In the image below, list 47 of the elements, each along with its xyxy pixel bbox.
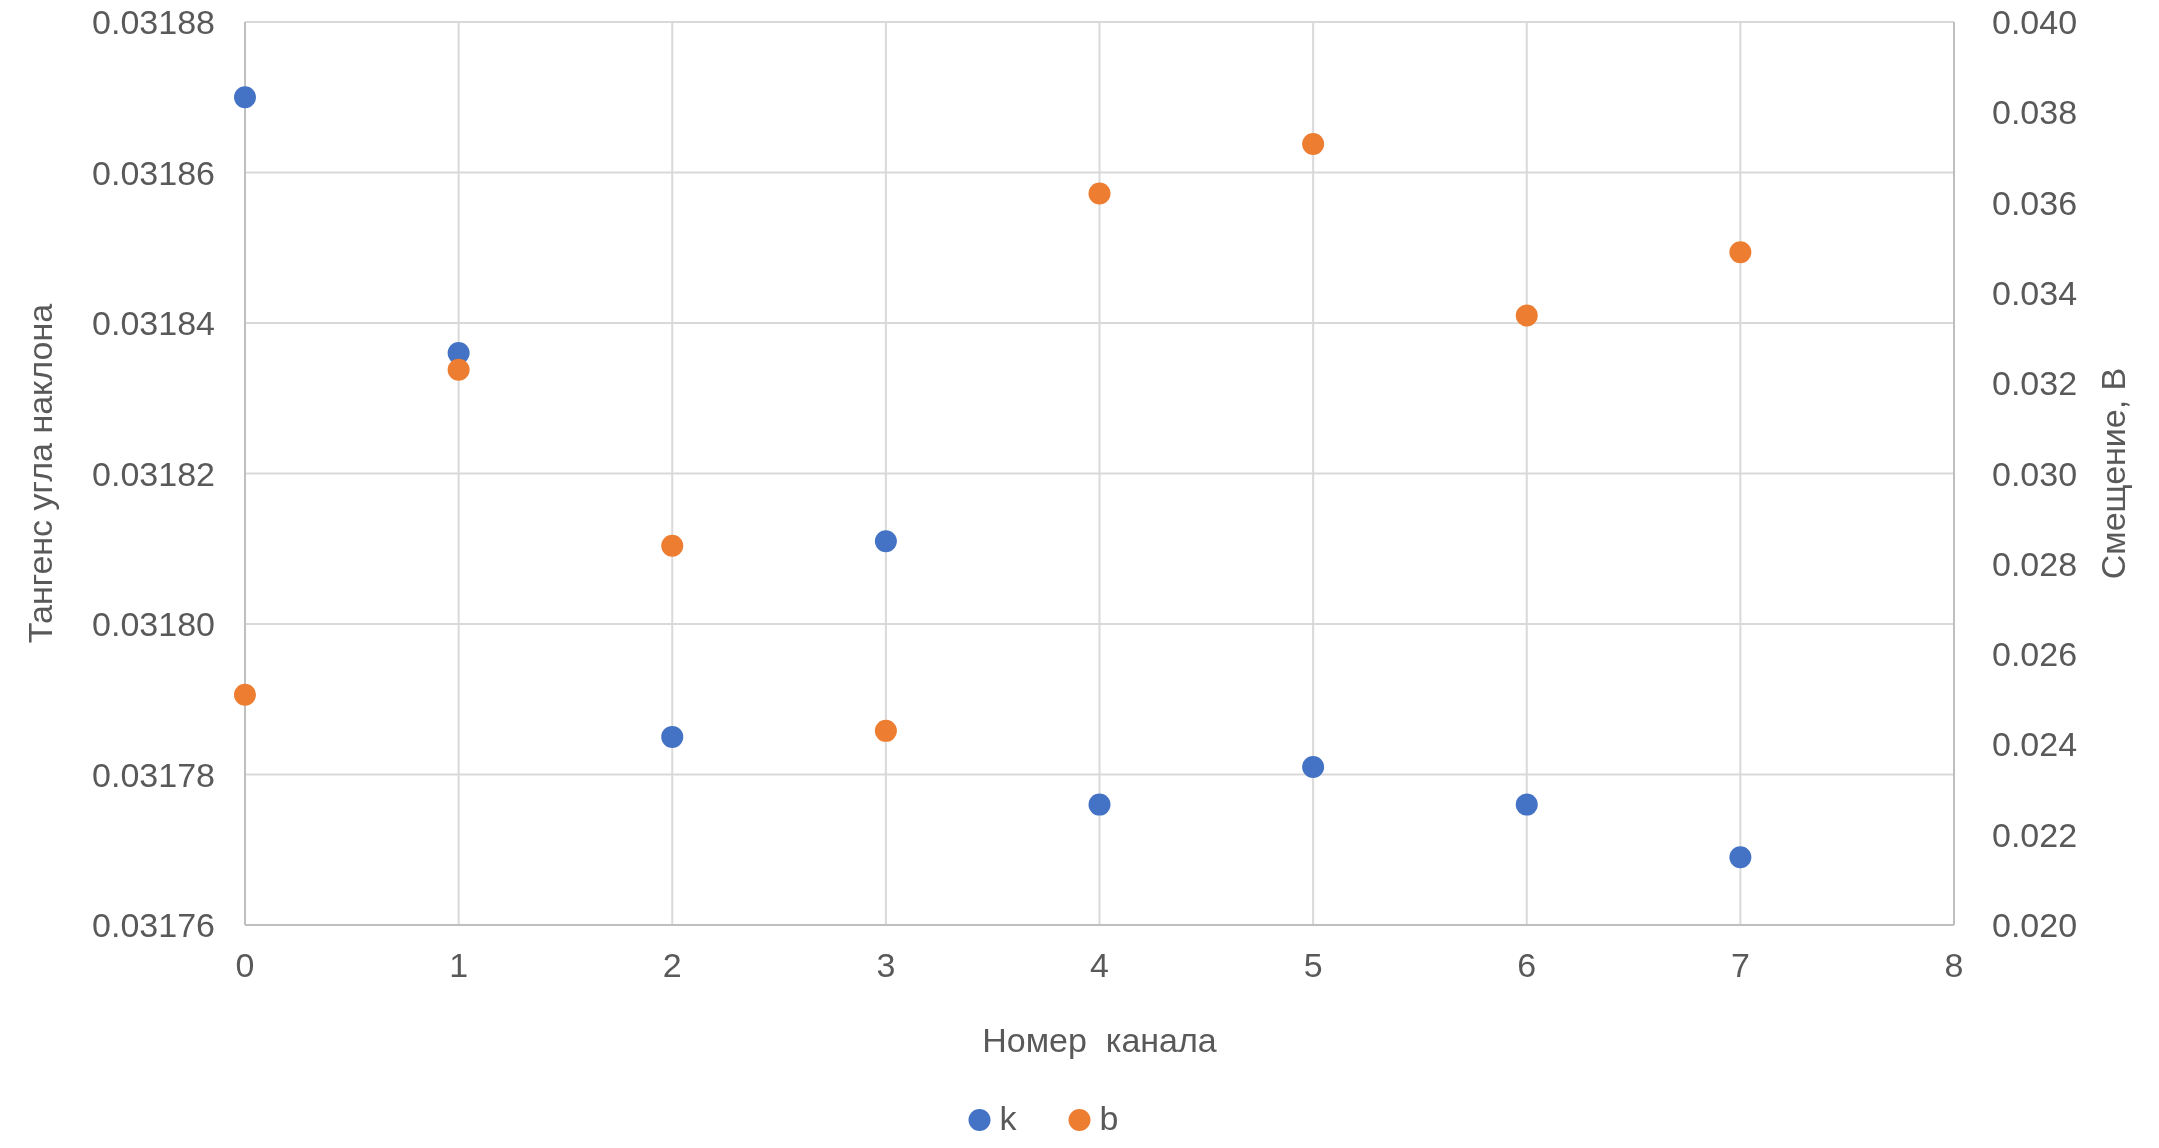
x-tick-label: 0 <box>235 946 255 984</box>
x-tick-label: 4 <box>1090 946 1109 984</box>
x-tick-label: 7 <box>1730 946 1750 984</box>
y2-tick-label: 0.024 <box>1992 725 2078 764</box>
y2-tick-label: 0.040 <box>1992 3 2078 41</box>
x-tick-label: 1 <box>449 946 469 984</box>
x-tick-label: 8 <box>1944 946 1964 984</box>
y2-tick-label: 0.034 <box>1992 273 2078 312</box>
point <box>1515 304 1538 327</box>
y-axis-title: Тангенс угла наклона <box>21 303 59 644</box>
point <box>1729 241 1752 264</box>
point <box>447 358 470 381</box>
x-tick-label: 6 <box>1517 946 1537 984</box>
point <box>1088 793 1111 816</box>
y-tick-label: 0.03180 <box>92 605 215 643</box>
point <box>1088 182 1111 205</box>
legend-label: k <box>999 1099 1018 1137</box>
y2-tick-label: 0.020 <box>1992 906 2078 944</box>
point <box>874 530 897 553</box>
y2-tick-label: 0.036 <box>1992 183 2078 222</box>
x-tick-label: 2 <box>662 946 682 984</box>
y-tick-label: 0.03182 <box>92 454 215 493</box>
x-tick-label: 3 <box>876 946 896 984</box>
point <box>1729 846 1752 869</box>
x-tick-label: 5 <box>1303 946 1323 984</box>
y-tick-label: 0.03186 <box>92 153 215 192</box>
x-axis-title: Номер канала <box>982 1021 1217 1059</box>
point <box>1302 755 1325 778</box>
point <box>661 725 684 748</box>
y-tick-label: 0.03184 <box>92 304 215 342</box>
point <box>661 534 684 557</box>
point <box>1515 793 1538 816</box>
y-tick-label: 0.03178 <box>92 755 215 794</box>
y2-tick-label: 0.022 <box>1992 815 2078 854</box>
point <box>874 719 897 742</box>
y2-axis-title: Смещение, В <box>2094 367 2132 580</box>
y2-tick-label: 0.032 <box>1992 364 2078 403</box>
y-tick-label: 0.03176 <box>92 906 215 944</box>
y2-tick-label: 0.026 <box>1992 635 2078 674</box>
point <box>234 683 256 706</box>
y-tick-label: 0.03188 <box>92 3 215 41</box>
y2-tick-label: 0.038 <box>1992 93 2078 132</box>
legend-label: b <box>1099 1099 1119 1137</box>
y2-tick-label: 0.028 <box>1992 544 2078 583</box>
y2-tick-label: 0.030 <box>1992 454 2078 493</box>
point <box>1302 132 1325 155</box>
point <box>234 86 256 109</box>
